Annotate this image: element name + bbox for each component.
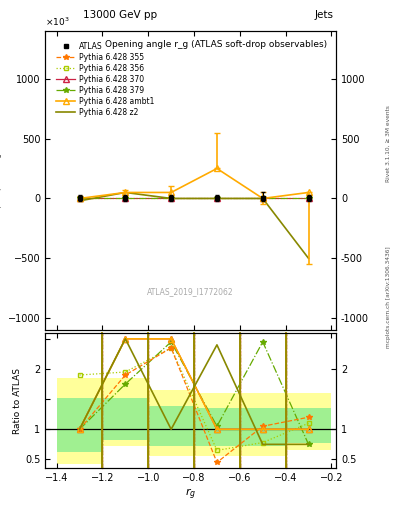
X-axis label: $r_g$: $r_g$	[185, 486, 196, 502]
Text: mcplots.cern.ch [arXiv:1306.3436]: mcplots.cern.ch [arXiv:1306.3436]	[386, 246, 391, 348]
Text: 13000 GeV pp: 13000 GeV pp	[83, 10, 157, 20]
Y-axis label: $(1/\sigma)\,\mathrm{d}\sigma/\mathrm{d}\,r_g$: $(1/\sigma)\,\mathrm{d}\sigma/\mathrm{d}…	[0, 152, 5, 209]
Text: Rivet 3.1.10, ≥ 3M events: Rivet 3.1.10, ≥ 3M events	[386, 105, 391, 182]
Legend: ATLAS, Pythia 6.428 355, Pythia 6.428 356, Pythia 6.428 370, Pythia 6.428 379, P: ATLAS, Pythia 6.428 355, Pythia 6.428 35…	[55, 40, 156, 118]
Text: $\times10^3$: $\times10^3$	[45, 15, 70, 28]
Text: Jets: Jets	[314, 10, 333, 20]
Text: ATLAS_2019_I1772062: ATLAS_2019_I1772062	[147, 287, 234, 296]
Y-axis label: Ratio to ATLAS: Ratio to ATLAS	[13, 368, 22, 434]
Text: Opening angle r_g (ATLAS soft-drop observables): Opening angle r_g (ATLAS soft-drop obser…	[105, 40, 327, 49]
